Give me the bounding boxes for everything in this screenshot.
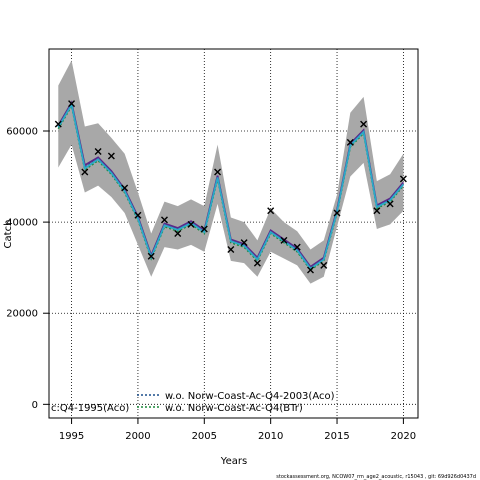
footer-note: stockassessment.org, NCOW07_rm_age2_acou…: [276, 474, 476, 480]
observed-point: [346, 138, 354, 146]
observed-point: [54, 120, 62, 128]
confidence-band: [58, 60, 404, 284]
confidence-band-area: [58, 60, 404, 284]
y-tick-label: 60000: [6, 127, 38, 138]
observed-point: [360, 120, 368, 128]
observed-point: [107, 152, 115, 160]
observed-point: [81, 168, 89, 176]
series-lines: [57, 100, 405, 272]
observed-point: [386, 200, 394, 208]
legend: w.o. Norw-Coast-Ac-Q4-2003(Aco) w.o. Nor…: [51, 391, 335, 414]
observed-point: [280, 236, 288, 244]
y-axis: 0 20000 40000 60000: [6, 127, 50, 411]
observed-point: [187, 220, 195, 228]
observed-point: [267, 207, 275, 215]
y-tick-label: 40000: [6, 218, 38, 229]
x-axis: 1995 2000 2005 2010 2015 2020: [59, 417, 416, 442]
y-tick-label: 0: [32, 400, 38, 411]
legend-entry-2: w.o. Norw-Coast-Ac-Q4(BTr): [165, 403, 303, 414]
observed-point: [94, 148, 102, 155]
observed-point: [320, 261, 328, 269]
observed-point: [121, 184, 129, 192]
x-tick-label: 1995: [59, 431, 84, 442]
observed-point: [253, 259, 261, 267]
observed-point: [333, 209, 341, 217]
observed-point: [240, 239, 248, 247]
y-tick-label: 20000: [6, 309, 38, 320]
observed-point: [306, 266, 314, 274]
x-tick-label: 2010: [258, 431, 283, 442]
x-tick-label: 2020: [391, 431, 416, 442]
observed-points: [54, 100, 407, 274]
observed-point: [227, 245, 235, 253]
legend-entry-left: c:Q4-1995(Aco): [51, 403, 129, 414]
observed-point: [373, 207, 381, 215]
series-line-4: [57, 102, 405, 270]
series-line-2: [57, 103, 405, 272]
observed-point: [174, 230, 182, 237]
x-tick-label: 2015: [324, 431, 349, 442]
observed-point: [200, 225, 208, 233]
y-axis-label: Catch: [3, 220, 14, 249]
observed-point: [293, 243, 301, 251]
x-tick-label: 2005: [192, 431, 217, 442]
x-axis-label: Years: [220, 456, 247, 467]
observed-point: [214, 168, 222, 176]
legend-entry-1: w.o. Norw-Coast-Ac-Q4-2003(Aco): [165, 391, 335, 402]
observed-point: [134, 211, 142, 219]
observed-point: [68, 100, 76, 108]
observed-point: [147, 252, 155, 260]
observed-point: [160, 216, 168, 224]
x-tick-label: 2000: [125, 431, 150, 442]
observed-point: [399, 175, 407, 183]
